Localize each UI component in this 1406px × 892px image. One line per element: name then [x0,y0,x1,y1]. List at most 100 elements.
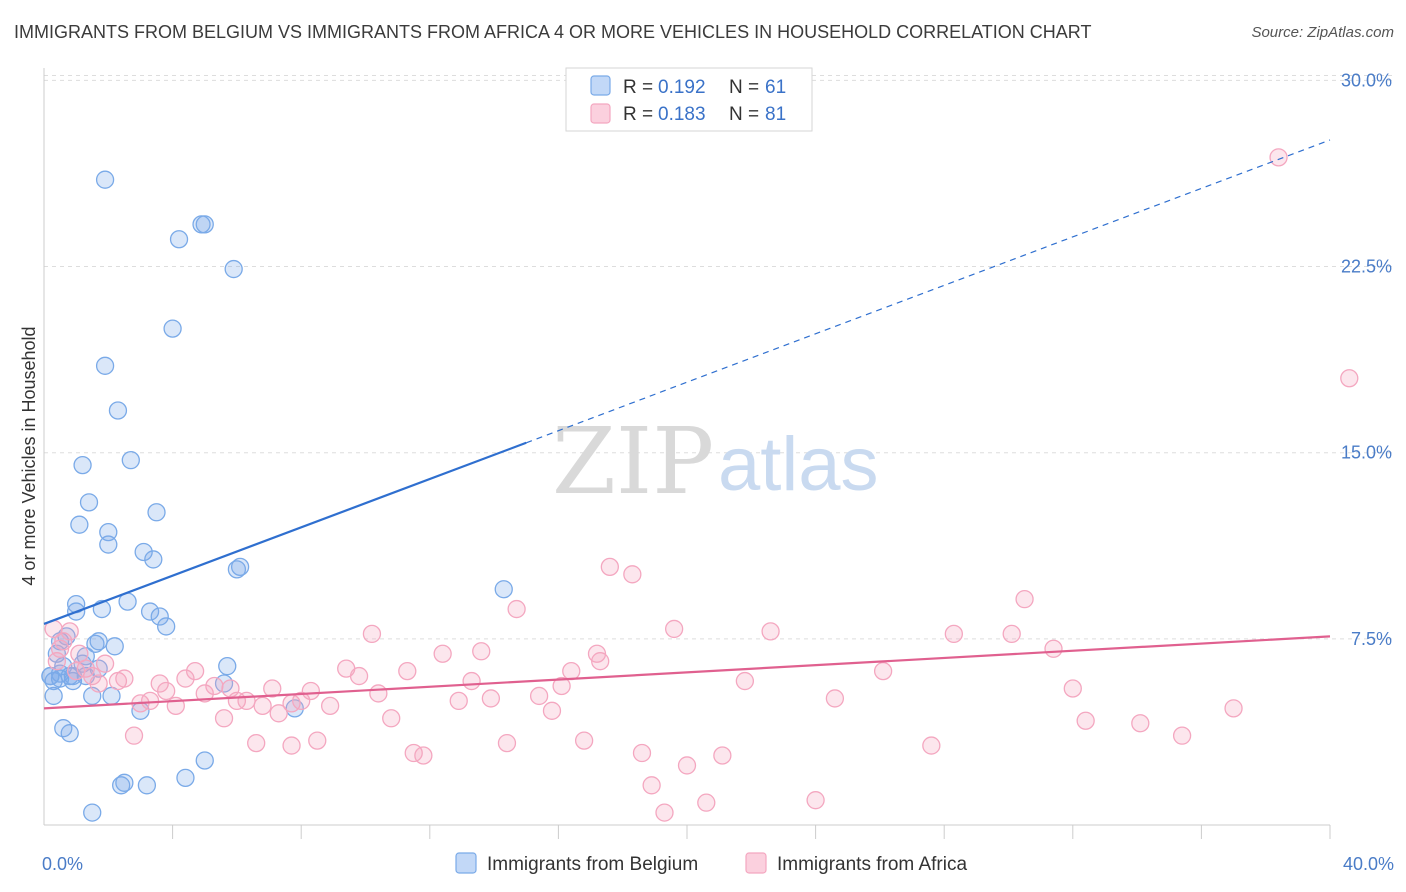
africa-point [115,669,134,688]
africa-point [1076,711,1095,730]
data-points [41,148,1359,822]
africa-point [205,676,224,696]
belgium-trend-line [43,441,527,625]
africa-point [1063,679,1082,698]
belgium-point [99,522,118,542]
africa-point [76,659,95,678]
belgium-point [134,542,153,562]
belgium-point [105,637,124,656]
x-axis-max-label: 40.0% [1343,854,1394,874]
belgium-point [195,215,214,234]
legend-swatch-belgium [590,75,611,96]
africa-point [369,684,388,703]
belgium-point [121,451,140,470]
belgium-point [176,768,195,787]
belgium-point [163,319,182,338]
africa-point [140,691,160,711]
africa-point [89,674,108,693]
legend-n-label-belgium: N = [729,77,759,98]
africa-point [481,689,501,708]
africa-point [587,644,607,663]
belgium-point [73,455,92,475]
legend-r-value-belgium: 0.192 [658,77,706,98]
africa-point [237,691,256,711]
africa-point [60,622,79,641]
africa-point [150,674,169,693]
africa-point [507,599,526,619]
africa-point [282,736,301,755]
africa-point [124,726,144,745]
belgium-point [112,776,131,795]
africa-point [1015,589,1034,609]
africa-point [697,793,716,812]
watermark-zip: ZIP [552,408,714,515]
africa-point [574,731,594,750]
africa-point [655,803,674,822]
africa-point [263,679,282,698]
africa-point [214,709,234,728]
belgium-point [115,773,134,792]
belgium-point [95,356,115,375]
africa-point [292,691,311,711]
series-legend-label-africa: Immigrants from Africa [777,854,967,875]
belgium-point [95,170,115,189]
belgium-point [218,657,237,676]
legend-n-label-africa: N = [729,104,759,125]
y-tick-label: 30.0% [1341,70,1392,90]
africa-point [185,661,205,681]
africa-point [221,679,240,698]
axes [43,68,1331,839]
africa-point [1131,714,1150,733]
watermark-atlas: atlas [718,422,879,507]
belgium-point [70,515,89,534]
belgium-point [140,602,160,621]
africa-point [398,661,417,681]
series-legend-swatch-africa [745,852,767,874]
africa-point [472,642,491,661]
belgium-point [86,634,105,653]
chart-title: IMMIGRANTS FROM BELGIUM VS IMMIGRANTS FR… [14,22,1092,42]
africa-point [806,791,825,810]
belgium-point [230,557,250,577]
africa-point [761,622,780,641]
series-legend: Immigrants from Belgium Immigrants from … [455,852,967,875]
africa-point [1340,369,1359,388]
africa-point [623,565,642,584]
africa-point [253,696,272,716]
legend-n-value-belgium: 61 [765,77,786,98]
africa-point [642,776,661,795]
belgium-trend-extension [526,139,1331,444]
africa-point [1224,699,1243,718]
africa-point [713,746,732,765]
africa-point [600,557,619,577]
watermark: ZIP atlas [552,408,879,515]
africa-point [433,644,452,663]
africa-point [529,686,549,706]
belgium-point [89,632,108,651]
belgium-point [99,535,118,554]
gridlines [44,74,1392,640]
africa-point [83,666,102,686]
belgium-point [494,580,513,599]
belgium-point [137,776,157,795]
africa-point [95,654,115,673]
legend-swatch-africa [590,103,611,124]
africa-point [247,733,266,753]
trend-lines [43,139,1331,710]
africa-point [1269,148,1288,167]
belgium-point [227,560,247,579]
series-legend-label-belgium: Immigrants from Belgium [487,854,698,875]
africa-point [414,746,433,765]
africa-point [320,696,340,716]
africa-point [157,681,176,701]
africa-point [176,669,195,688]
belgium-point [44,686,63,706]
africa-point [54,632,73,651]
y-tick-label: 7.5% [1351,629,1392,649]
y-tick-label: 22.5% [1341,257,1392,277]
legend-n-value-africa: 81 [765,104,786,125]
belgium-point [224,259,243,279]
belgium-point [157,617,176,636]
africa-point [349,666,369,686]
africa-point [922,736,941,755]
